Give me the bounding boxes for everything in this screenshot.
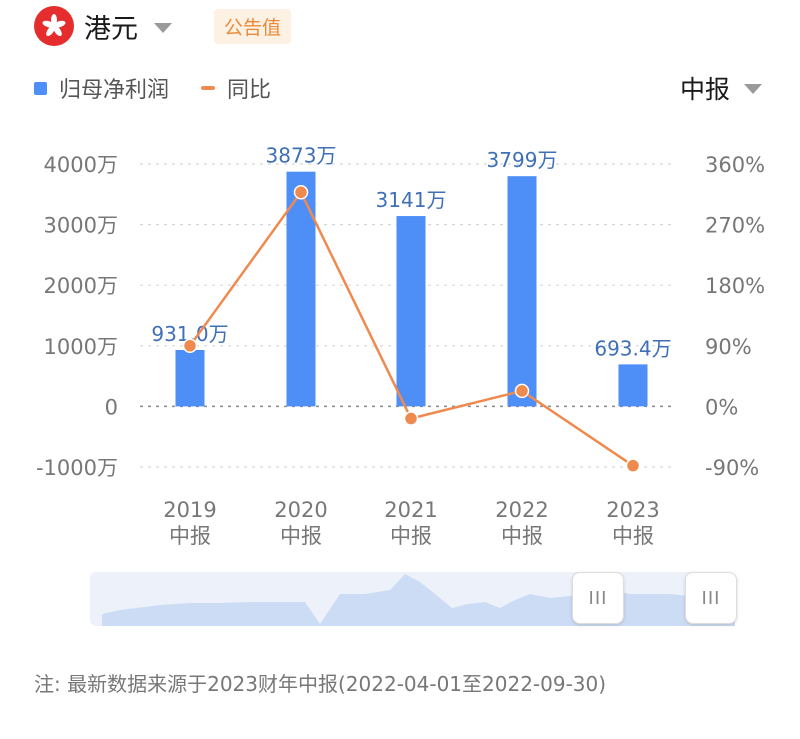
x-axis-period-label: 中报 (390, 524, 432, 548)
right-axis-tick-label: 180% (705, 274, 765, 298)
period-selector[interactable]: 中报 (680, 70, 762, 106)
yoy-point (182, 338, 198, 354)
left-axis-tick-label: 0 (105, 395, 118, 419)
bar (507, 176, 537, 407)
left-axis-tick-label: 3000万 (44, 214, 118, 238)
chevron-down-icon[interactable] (744, 84, 762, 94)
bar-value-label: 693.4万 (594, 336, 671, 360)
bar-value-label: 3141万 (376, 188, 447, 212)
left-axis-tick-label: 1000万 (44, 335, 118, 359)
chevron-down-icon[interactable] (154, 23, 172, 33)
yoy-point (403, 411, 419, 426)
x-axis-period-label: 中报 (280, 524, 322, 548)
legend-line-label[interactable]: 同比 (227, 78, 272, 103)
bar (618, 364, 648, 407)
x-axis-year-label: 2021 (384, 498, 437, 522)
data-source-note: 注: 最新数据来源于2023财年中报(2022-04-01至2022-09-30… (34, 672, 607, 696)
right-axis-tick-label: 0% (705, 395, 738, 419)
hong-kong-flag-icon (34, 6, 74, 46)
right-axis-tick-label: 360% (705, 153, 765, 177)
x-axis-year-label: 2019 (163, 498, 216, 522)
left-axis-tick-label: 4000万 (44, 153, 118, 177)
x-axis-year-label: 2022 (495, 498, 548, 522)
yoy-point (514, 383, 530, 399)
right-axis-tick-label: 270% (705, 214, 765, 238)
chart: 4000万 3000万 2000万 1000万 0 -1000万 360% 270% 180% 9… (36, 144, 765, 548)
legend-bar-swatch (34, 81, 47, 95)
chart-legend: 归母净利润 同比 (34, 72, 271, 104)
range-slider[interactable]: III III (90, 572, 737, 626)
x-axis-period-label: 中报 (169, 524, 211, 548)
bar-value-label: 3873万 (266, 144, 337, 168)
x-axis-year-label: 2023 (606, 498, 659, 522)
legend-bar-label[interactable]: 归母净利润 (59, 78, 170, 103)
bar-value-label: 3799万 (487, 148, 558, 172)
announcement-badge: 公告值 (214, 8, 292, 44)
right-axis-tick-label: 90% (705, 335, 752, 359)
bar (175, 349, 205, 407)
left-axis-tick-label: 2000万 (44, 274, 118, 298)
x-axis-year-label: 2020 (274, 498, 327, 522)
x-axis-period-label: 中报 (501, 524, 543, 548)
bar (396, 216, 426, 407)
range-slider-preview (102, 574, 735, 626)
x-axis-period-label: 中报 (612, 524, 654, 548)
currency-selector[interactable]: 港元 (84, 13, 138, 45)
yoy-point (625, 458, 641, 473)
range-slider-end-handle[interactable]: III (685, 572, 737, 624)
range-slider-start-handle[interactable]: III (572, 572, 624, 624)
legend-line-swatch (201, 86, 216, 90)
header: 港元 公告值 (34, 6, 292, 46)
yoy-point (293, 185, 309, 200)
left-axis-tick-label: -1000万 (36, 456, 118, 480)
right-axis-tick-label: -90% (705, 456, 759, 480)
period-label[interactable]: 中报 (679, 75, 730, 104)
